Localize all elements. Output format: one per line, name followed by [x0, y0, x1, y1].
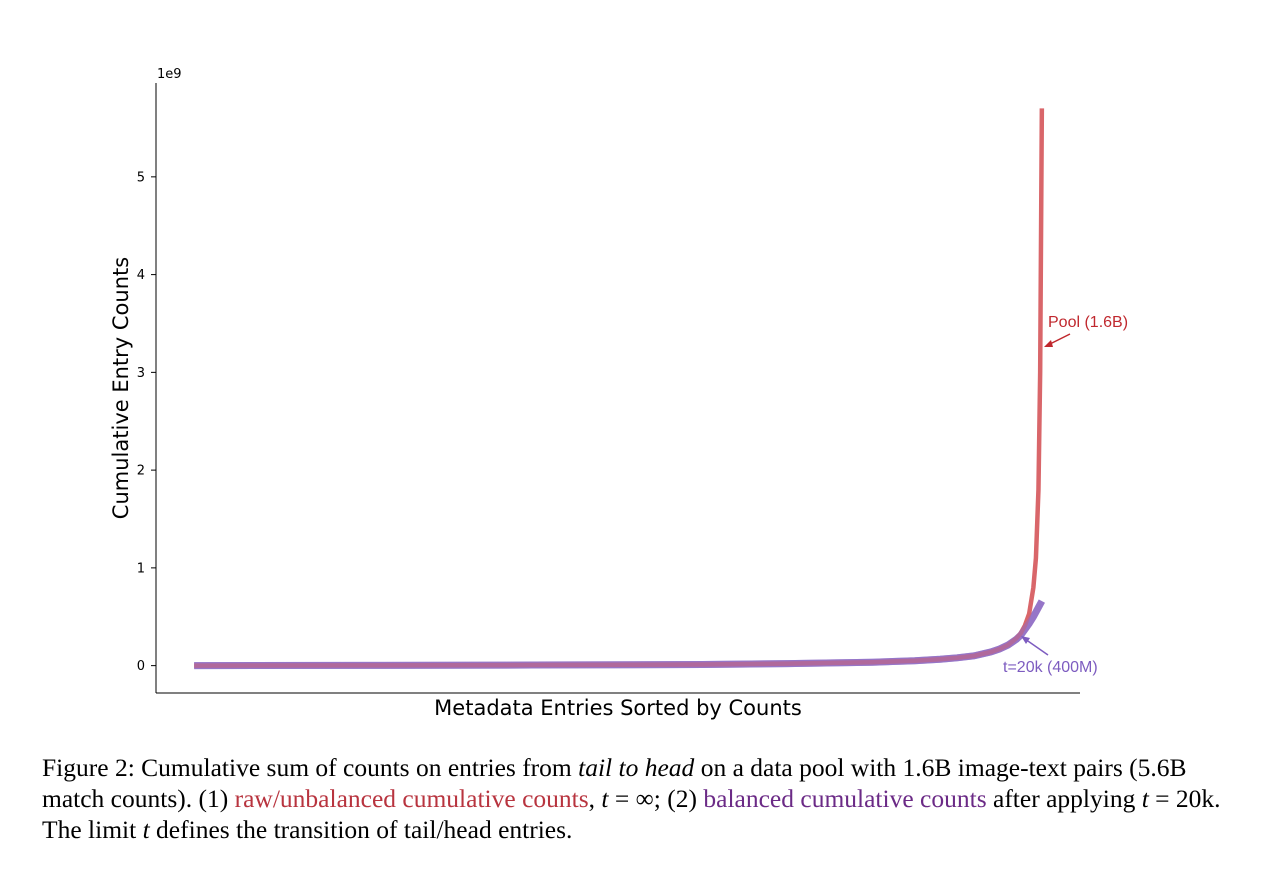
- caption-var-t: t: [142, 815, 150, 844]
- y-tick-label: 3: [137, 366, 145, 381]
- caption-part: defines the transition of tail/head entr…: [149, 815, 573, 844]
- y-offset-text: 1e9: [157, 67, 182, 82]
- balanced-series-overlay: [194, 599, 1045, 670]
- pool-annotation-label: Pool (1.6B): [1048, 314, 1128, 331]
- y-tick-label: 4: [137, 268, 145, 283]
- raw-series-line: [194, 108, 1045, 668]
- cumulative-counts-chart: 0 1 2 3 4 5 1e9 Metadata Entries Sorted by Co…: [109, 67, 1128, 720]
- caption-part: after applying: [986, 784, 1142, 813]
- x-axis-label: Metadata Entries Sorted by Counts: [434, 696, 802, 720]
- caption-part: = 20k. The limit: [42, 784, 1221, 844]
- caption-emphasis: tail to head: [578, 753, 695, 782]
- y-tick-label: 5: [137, 170, 145, 185]
- t20k-annotation-arrow: [1024, 638, 1049, 656]
- caption-var-t: t: [601, 784, 609, 813]
- figure-caption: Figure 2: Cumulative sum of counts on en…: [42, 752, 1242, 845]
- y-axis-label: Cumulative Entry Counts: [109, 257, 133, 519]
- caption-var-t: t: [1141, 784, 1149, 813]
- chart-figure: 0 1 2 3 4 5 1e9 Metadata Entries Sorted by Co…: [109, 67, 1128, 720]
- caption-part: = ∞; (2): [608, 784, 704, 813]
- pool-arrowhead: [1044, 340, 1053, 347]
- caption-balanced-counts: balanced cumulative counts: [703, 784, 987, 813]
- t20k-arrowhead: [1021, 636, 1030, 644]
- y-tick-label: 1: [137, 561, 145, 576]
- caption-part: ,: [588, 784, 602, 813]
- balanced-series-line: [194, 599, 1045, 670]
- y-tick-label: 0: [137, 659, 145, 674]
- caption-part: Figure 2: Cumulative sum of counts on en…: [42, 753, 579, 782]
- caption-part: on a data pool with 1.6B image-text pair…: [42, 753, 1187, 813]
- t20k-annotation-label: t=20k (400M): [1003, 659, 1098, 676]
- y-tick-label: 2: [137, 464, 145, 479]
- caption-raw-counts: raw/unbalanced cumulative counts: [234, 784, 589, 813]
